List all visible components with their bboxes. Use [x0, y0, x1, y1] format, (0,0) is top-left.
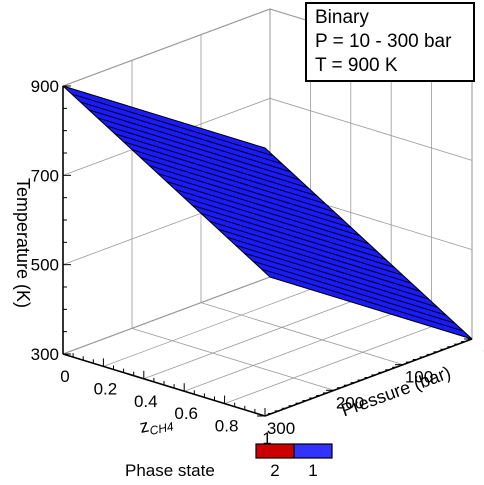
contour-line — [192, 204, 395, 268]
chart-axes — [62, 85, 473, 417]
t-tick-label: 900 — [31, 77, 59, 96]
x-floor-gridline — [184, 313, 392, 392]
contour-line — [149, 165, 352, 229]
contour-line — [218, 228, 421, 292]
contour-line — [131, 149, 335, 213]
contour-line — [235, 244, 438, 308]
t-tick-label: 300 — [31, 345, 59, 364]
x-axis-title: zCH4 — [138, 410, 175, 439]
contour-line — [209, 220, 412, 284]
phase-legend: Phase state 2 1 — [125, 443, 333, 480]
x-tick-label: 0 — [60, 367, 69, 386]
legend-label-2: 2 — [270, 461, 279, 480]
info-line-temperature: T = 900 K — [315, 55, 398, 76]
info-line-system: Binary — [315, 7, 369, 28]
x-tick-label: 1 — [262, 429, 271, 448]
contour-line — [157, 173, 361, 237]
x-tick-label: 0.6 — [174, 404, 198, 423]
contour-line — [174, 188, 378, 252]
p-floor-gridline — [131, 327, 335, 391]
legend-title: Phase state — [125, 461, 215, 480]
contour-line — [166, 181, 369, 244]
legend-swatch-1 — [293, 443, 333, 459]
contour-line — [71, 93, 274, 157]
legend-label-1: 1 — [308, 461, 317, 480]
x-tick-label: 0.8 — [215, 417, 239, 436]
contour-line — [261, 268, 464, 332]
p-tick-label: 200 — [336, 393, 364, 412]
info-box: Binary P = 10 - 300 bar T = 900 K — [305, 2, 475, 82]
t-tick-label: 500 — [31, 256, 59, 275]
z-axis-title: Temperature (K) — [13, 178, 33, 308]
info-line-pressure: P = 10 - 300 bar — [315, 31, 452, 52]
x-floor-gridline — [224, 326, 432, 404]
contour-line — [123, 141, 326, 205]
contour-line — [140, 157, 343, 221]
contour-line — [200, 212, 404, 276]
contour-line — [80, 101, 283, 165]
x-tick-label: 0.2 — [94, 379, 118, 398]
x-floor-gridline — [62, 276, 271, 355]
contour-line — [114, 133, 317, 197]
x-floor-gridline — [143, 301, 351, 380]
x-tick-label: 0.4 — [134, 392, 158, 411]
contour-line — [88, 109, 292, 173]
tick-labels: 00.20.40.60.810100200300300500700900 — [31, 77, 484, 448]
contour-line — [183, 196, 386, 260]
contour-line — [243, 252, 447, 316]
y-axis-title: Pressure (bar) — [338, 362, 453, 420]
p-floor-gridline — [200, 302, 404, 366]
p-tick-label: 300 — [267, 419, 295, 438]
contour-line — [105, 125, 309, 189]
contour-line — [97, 117, 300, 181]
t-tick-label: 700 — [31, 166, 59, 185]
contour-line — [252, 260, 455, 324]
p-tick-label: 100 — [405, 368, 433, 387]
phase-surface — [62, 85, 473, 340]
x-floor-gridline — [103, 289, 311, 367]
legend-swatch-2 — [255, 443, 295, 459]
contour-line — [226, 236, 430, 300]
